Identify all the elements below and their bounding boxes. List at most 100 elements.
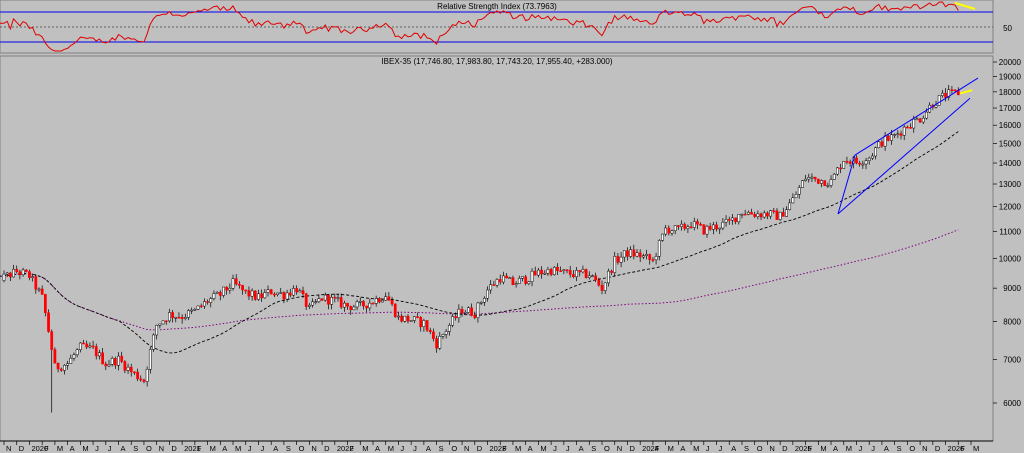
candle-up (222, 286, 225, 296)
candle-up (883, 135, 887, 147)
candle-down (772, 210, 776, 212)
candle-up (740, 213, 744, 216)
candle-up (794, 194, 798, 199)
candle-down (944, 92, 947, 98)
candle-up (527, 281, 531, 284)
candle-up (801, 180, 804, 188)
candle-down (899, 133, 903, 136)
rsi-pane[interactable]: Relative Strength Index (73.7963) 50 (0, 0, 1013, 54)
candle-down (180, 317, 184, 320)
candle-up (355, 301, 359, 308)
candle-up (645, 254, 648, 256)
candle-up (826, 185, 830, 187)
candle-down (702, 224, 706, 235)
candle-down (85, 343, 89, 348)
candle-up (75, 349, 79, 356)
candlestick-series (2, 84, 960, 413)
candle-up (807, 177, 811, 180)
candle-down (320, 298, 324, 301)
candle-up (298, 290, 302, 293)
candle-up (874, 147, 877, 157)
candle-down (346, 302, 349, 307)
time-tick-label: J (248, 444, 252, 453)
time-tick-label: S (591, 444, 596, 453)
candle-down (120, 355, 124, 362)
time-tick-label: S (439, 444, 444, 453)
candle-down (104, 363, 108, 367)
candle-down (164, 320, 168, 323)
time-tick-label: J (413, 444, 417, 453)
time-tick-label: F (960, 444, 965, 453)
candle-down (253, 290, 257, 300)
candle-down (813, 176, 817, 180)
candle-up (21, 269, 25, 275)
candle-up (203, 301, 206, 307)
time-tick-label: O (604, 444, 610, 453)
candle-up (832, 173, 836, 180)
candle-up (711, 224, 715, 230)
candle-down (82, 342, 85, 345)
candle-up (890, 134, 893, 141)
candle-down (432, 331, 435, 339)
price-ytick-label: 18000 (999, 88, 1022, 97)
candle-down (238, 283, 241, 286)
candle-down (177, 316, 181, 319)
candle-up (447, 324, 451, 332)
time-tick-label: S (133, 444, 138, 453)
candle-down (199, 305, 203, 308)
candle-down (858, 162, 862, 165)
candle-down (18, 271, 22, 275)
candle-up (358, 301, 362, 303)
candle-up (412, 316, 416, 321)
candle-up (692, 221, 696, 228)
candle-down (473, 315, 477, 318)
candle-up (673, 225, 677, 231)
price-pane[interactable]: IBEX-35 (17,746.80, 17,983.80, 17,743.20… (0, 55, 1022, 442)
candle-down (390, 300, 394, 305)
candle-up (661, 233, 664, 241)
candle-up (495, 279, 499, 286)
candle-down (492, 284, 496, 286)
time-tick-label: M (820, 444, 826, 453)
candle-up (877, 141, 881, 148)
candle-up (12, 268, 15, 278)
candle-up (314, 301, 318, 303)
candle-up (311, 301, 314, 306)
candle-down (241, 285, 244, 291)
candle-down (435, 338, 438, 349)
candle-up (791, 197, 795, 204)
price-ytick-label: 8000 (1003, 318, 1021, 327)
candle-down (53, 349, 57, 364)
moving-average-fast (0, 131, 959, 354)
candle-up (155, 325, 159, 336)
candle-down (950, 89, 954, 92)
candle-up (864, 160, 868, 165)
candle-down (419, 316, 423, 328)
candle-up (724, 219, 728, 223)
time-tick-label: A (884, 444, 889, 453)
candle-down (34, 276, 38, 290)
rsi-title: Relative Strength Index (73.7963) (437, 2, 557, 11)
candle-down (600, 284, 604, 291)
candle-down (651, 259, 655, 261)
candle-down (626, 250, 629, 257)
candle-down (918, 118, 922, 123)
time-tick-label: F (350, 444, 355, 453)
candle-up (374, 298, 378, 304)
candle-down (225, 286, 229, 291)
price-ytick-label: 13000 (999, 180, 1022, 189)
time-tick-label: A (731, 444, 736, 453)
candle-down (524, 276, 528, 284)
candle-up (479, 301, 483, 304)
channel-lower-line (837, 97, 971, 215)
candle-up (228, 287, 232, 291)
time-tick-label: M (540, 444, 546, 453)
time-tick-label: D (629, 444, 635, 453)
candle-down (715, 224, 718, 230)
candle-up (896, 133, 900, 136)
candle-down (171, 312, 174, 319)
candle-down (406, 315, 410, 322)
price-ytick-label: 9000 (1003, 284, 1021, 293)
candle-up (575, 270, 578, 278)
candle-down (689, 226, 693, 228)
